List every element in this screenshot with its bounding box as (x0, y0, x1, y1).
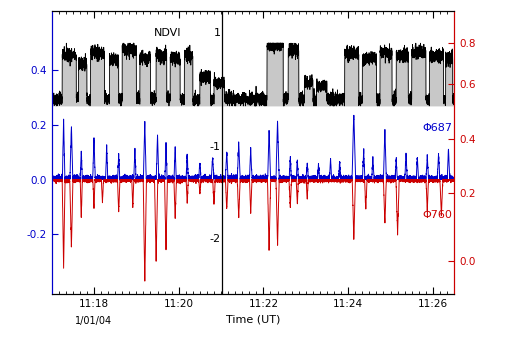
Text: -1: -1 (209, 142, 220, 152)
Text: Φ687: Φ687 (423, 123, 453, 133)
Text: NDVI: NDVI (154, 28, 182, 38)
Text: 1/01/04: 1/01/04 (75, 316, 112, 326)
Text: 1: 1 (213, 28, 220, 38)
X-axis label: Time (UT): Time (UT) (225, 314, 280, 324)
Text: -2: -2 (209, 234, 220, 245)
Text: Φ760: Φ760 (423, 210, 453, 220)
